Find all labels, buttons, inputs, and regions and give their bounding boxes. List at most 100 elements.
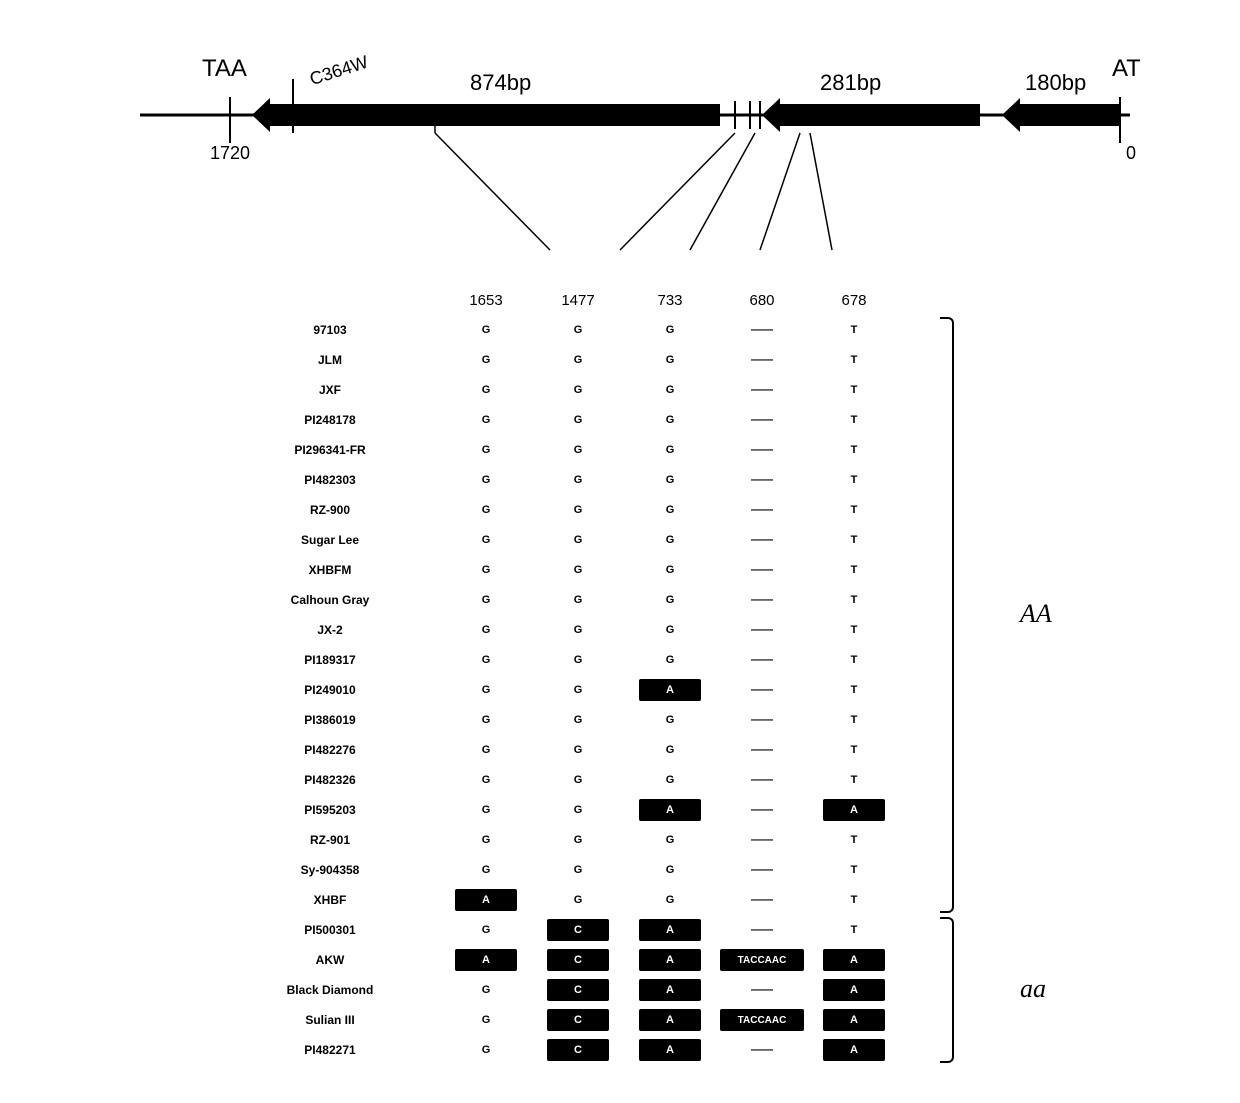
value-text: G (547, 619, 609, 641)
value-cell: G (532, 379, 624, 401)
value-cell: G (532, 709, 624, 731)
value-highlight: TACCAAC (720, 949, 804, 971)
value-highlight: C (547, 1009, 609, 1031)
value-cell: A (808, 799, 900, 821)
value-cell: —— (716, 859, 808, 881)
value-cell: —— (716, 799, 808, 821)
value-text: G (455, 559, 517, 581)
value-text: G (455, 619, 517, 641)
value-cell: C (532, 1009, 624, 1031)
row-label: PI482303 (220, 473, 440, 487)
row-label: PI249010 (220, 683, 440, 697)
value-text: T (823, 619, 885, 641)
value-cell: G (624, 889, 716, 911)
table-row: RZ-900GGG——T (220, 495, 980, 525)
value-text: —— (731, 649, 793, 671)
value-cell: G (532, 499, 624, 521)
value-text: G (639, 619, 701, 641)
row-label: 97103 (220, 323, 440, 337)
value-text: G (639, 709, 701, 731)
value-text: T (823, 529, 885, 551)
value-cell: G (440, 379, 532, 401)
value-cell: A (624, 679, 716, 701)
value-cell: —— (716, 619, 808, 641)
value-cell: G (440, 439, 532, 461)
value-highlight: A (639, 979, 701, 1001)
value-highlight: A (639, 799, 701, 821)
value-cell: G (624, 739, 716, 761)
column-header: 1477 (532, 292, 624, 309)
value-text: T (823, 679, 885, 701)
table-row: JLMGGG——T (220, 345, 980, 375)
value-cell: A (808, 949, 900, 971)
column-header: 733 (624, 292, 716, 309)
table-row: Sulian IIIGCATACCAACA (220, 1005, 980, 1035)
value-text: G (455, 769, 517, 791)
value-cell: T (808, 829, 900, 851)
table-row: PI296341-FRGGG——T (220, 435, 980, 465)
value-cell: G (440, 559, 532, 581)
row-label: XHBF (220, 893, 440, 907)
value-text: —— (731, 919, 793, 941)
value-text: —— (731, 859, 793, 881)
value-text: G (639, 889, 701, 911)
table-row: PI189317GGG——T (220, 645, 980, 675)
value-cell: A (808, 1009, 900, 1031)
value-text: G (455, 589, 517, 611)
value-cell: G (440, 589, 532, 611)
value-text: G (455, 649, 517, 671)
value-text: —— (731, 589, 793, 611)
value-text: G (639, 409, 701, 431)
value-cell: G (532, 439, 624, 461)
value-cell: —— (716, 559, 808, 581)
svg-text:1720: 1720 (210, 143, 250, 163)
group-bracket (940, 317, 954, 913)
table-row: PI386019GGG——T (220, 705, 980, 735)
value-text: G (639, 439, 701, 461)
value-cell: A (624, 979, 716, 1001)
value-text: G (455, 319, 517, 341)
value-cell: G (624, 769, 716, 791)
table-row: JXFGGG——T (220, 375, 980, 405)
value-text: G (455, 919, 517, 941)
value-text: G (547, 589, 609, 611)
value-cell: A (808, 979, 900, 1001)
value-text: G (455, 1009, 517, 1031)
value-text: T (823, 439, 885, 461)
value-cell: C (532, 949, 624, 971)
value-text: —— (731, 439, 793, 461)
value-text: G (639, 649, 701, 671)
value-text: —— (731, 709, 793, 731)
value-highlight: A (823, 949, 885, 971)
value-cell: G (440, 769, 532, 791)
value-cell: —— (716, 469, 808, 491)
row-label: RZ-900 (220, 503, 440, 517)
svg-text:180bp: 180bp (1025, 70, 1086, 95)
value-cell: G (532, 649, 624, 671)
svg-text:0: 0 (1126, 143, 1136, 163)
value-text: —— (731, 679, 793, 701)
value-text: T (823, 829, 885, 851)
value-cell: G (624, 349, 716, 371)
value-text: G (547, 679, 609, 701)
value-cell: G (624, 469, 716, 491)
value-highlight: TACCAAC (720, 1009, 804, 1031)
value-cell: G (532, 589, 624, 611)
table-row: PI482276GGG——T (220, 735, 980, 765)
value-text: —— (731, 1039, 793, 1061)
value-cell: C (532, 979, 624, 1001)
value-cell: G (440, 679, 532, 701)
value-text: G (547, 379, 609, 401)
value-cell: T (808, 709, 900, 731)
value-text: G (639, 589, 701, 611)
table-row: Black DiamondGCA——A (220, 975, 980, 1005)
value-highlight: A (639, 919, 701, 941)
value-highlight: A (639, 1009, 701, 1031)
value-cell: —— (716, 529, 808, 551)
value-cell: G (532, 559, 624, 581)
value-highlight: A (823, 1009, 885, 1031)
value-cell: C (532, 919, 624, 941)
value-text: —— (731, 349, 793, 371)
row-label: PI248178 (220, 413, 440, 427)
group-bracket (940, 917, 954, 1063)
